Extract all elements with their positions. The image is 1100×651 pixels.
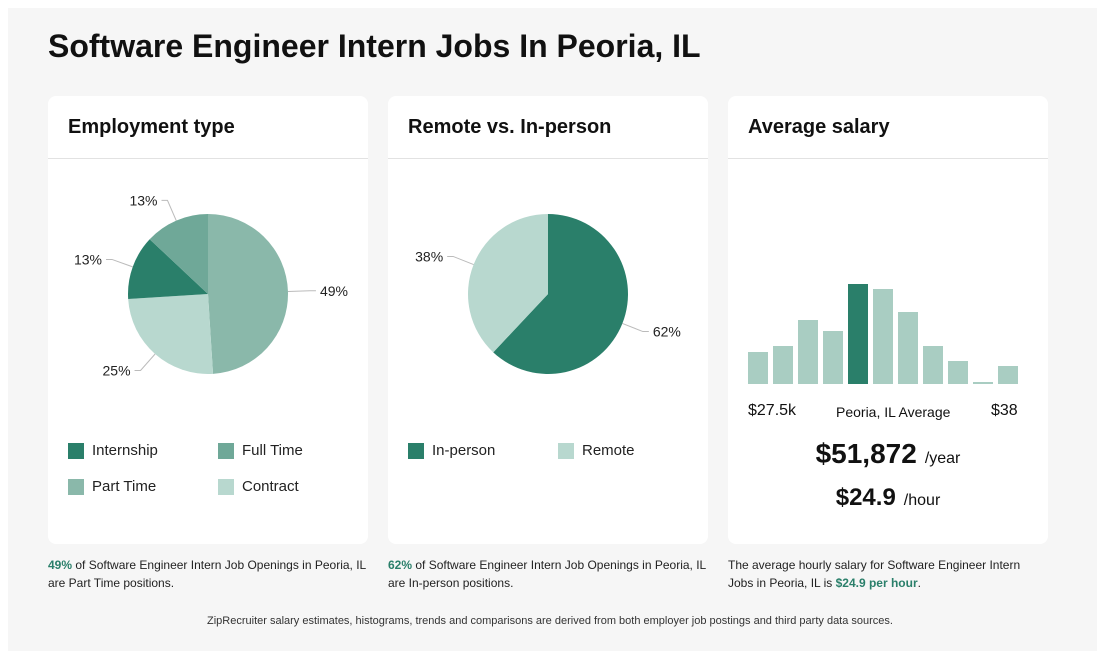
salary-location-label: Peoria, IL Average: [836, 404, 951, 420]
histogram-bar: [898, 312, 918, 384]
employment-slice-part-time: [208, 214, 288, 374]
legend-internship: Internship: [68, 442, 158, 459]
remote-card: Remote vs. In-person 62% 38% In-person Re…: [388, 96, 708, 544]
average-salary-card: Average salary $27.5k Peoria, IL Average…: [728, 96, 1048, 544]
histogram-bar: [748, 352, 768, 384]
employment-caption-highlight: 49%: [48, 558, 73, 572]
divider: [388, 158, 708, 159]
yearly-salary: $51,872/year: [728, 438, 1048, 470]
yearly-salary-value: $51,872: [815, 438, 917, 469]
remote-caption-highlight: 62%: [388, 558, 413, 572]
histogram-bar: [923, 346, 943, 384]
histogram-bar: [798, 320, 818, 384]
salary-caption-suffix: .: [917, 576, 921, 590]
histogram-bar: [773, 346, 793, 384]
legend-label: Remote: [582, 442, 635, 459]
remote-value-label: 62%: [653, 324, 681, 340]
employment-leader-line: [287, 290, 316, 292]
employment-value-label: 25%: [103, 363, 131, 379]
page-title: Software Engineer Intern Jobs In Peoria,…: [48, 28, 701, 64]
employment-type-title: Employment type: [68, 116, 235, 138]
hourly-salary: $24.9/hour: [728, 484, 1048, 512]
employment-leader-line: [134, 353, 156, 372]
footer-note: ZipRecruiter salary estimates, histogram…: [207, 615, 893, 627]
salary-max-label: $38: [991, 402, 1018, 419]
yearly-salary-unit: /year: [924, 450, 961, 467]
histogram-bar: [823, 331, 843, 384]
employment-leader-line: [161, 199, 177, 221]
legend-swatch: [218, 442, 234, 459]
employment-value-label: 49%: [320, 283, 348, 299]
employment-value-label: 13%: [74, 251, 102, 267]
remote-value-label: 38%: [415, 248, 443, 264]
divider: [728, 158, 1048, 159]
salary-min-label: $27.5k: [748, 402, 797, 419]
legend-swatch: [408, 442, 424, 459]
salary-caption-prefix: The average hourly salary for Software E…: [728, 558, 1021, 590]
salary-caption-highlight: $24.9 per hour: [835, 576, 918, 590]
histogram-bar: [873, 289, 893, 384]
legend-label: Full Time: [242, 442, 303, 459]
remote-slice-in-person: [493, 214, 628, 374]
histogram-bar-highlight: [848, 284, 868, 384]
legend-swatch: [558, 442, 574, 459]
legend-in-person: In-person: [408, 442, 495, 459]
legend-label: Contract: [242, 478, 299, 495]
histogram-bar: [973, 382, 993, 384]
remote-caption-text: of Software Engineer Intern Job Openings…: [388, 558, 706, 590]
legend-part-time: Part Time: [68, 478, 156, 495]
histogram-bar: [998, 366, 1018, 384]
employment-slice-full-time: [149, 214, 208, 294]
legend-swatch: [68, 478, 84, 495]
legend-label: In-person: [432, 442, 496, 459]
histogram-bar: [948, 361, 968, 384]
legend-full-time: Full Time: [218, 442, 303, 459]
employment-caption-text: of Software Engineer Intern Job Openings…: [48, 558, 366, 590]
employment-value-label: 13%: [129, 192, 157, 208]
employment-caption: 49% of Software Engineer Intern Job Open…: [48, 556, 378, 592]
salary-caption: The average hourly salary for Software E…: [728, 556, 1038, 592]
hourly-salary-value: $24.9: [835, 484, 896, 511]
employment-slice-internship: [128, 239, 208, 300]
remote-pie: 62% 38%: [415, 214, 681, 374]
average-salary-title: Average salary: [748, 116, 890, 138]
remote-leader-line: [622, 322, 649, 333]
legend-label: Internship: [92, 442, 158, 459]
employment-slice-contract: [128, 294, 214, 374]
salary-histogram: [748, 284, 1018, 384]
employment-type-pie: 49% 25% 13% 13%: [74, 192, 348, 379]
remote-leader-line: [447, 255, 474, 266]
legend-remote: Remote: [558, 442, 635, 459]
employment-type-card: Employment type 49% 25% 13% 13% Internship …: [48, 96, 368, 544]
employment-leader-line: [106, 258, 133, 268]
remote-caption: 62% of Software Engineer Intern Job Open…: [388, 556, 718, 592]
remote-slice-remote: [468, 214, 548, 353]
legend-swatch: [68, 442, 84, 459]
remote-title: Remote vs. In-person: [408, 116, 612, 138]
legend-label: Part Time: [92, 478, 157, 495]
hourly-salary-unit: /hour: [903, 492, 941, 509]
legend-contract: Contract: [218, 478, 299, 495]
legend-swatch: [218, 478, 234, 495]
divider: [48, 158, 368, 159]
